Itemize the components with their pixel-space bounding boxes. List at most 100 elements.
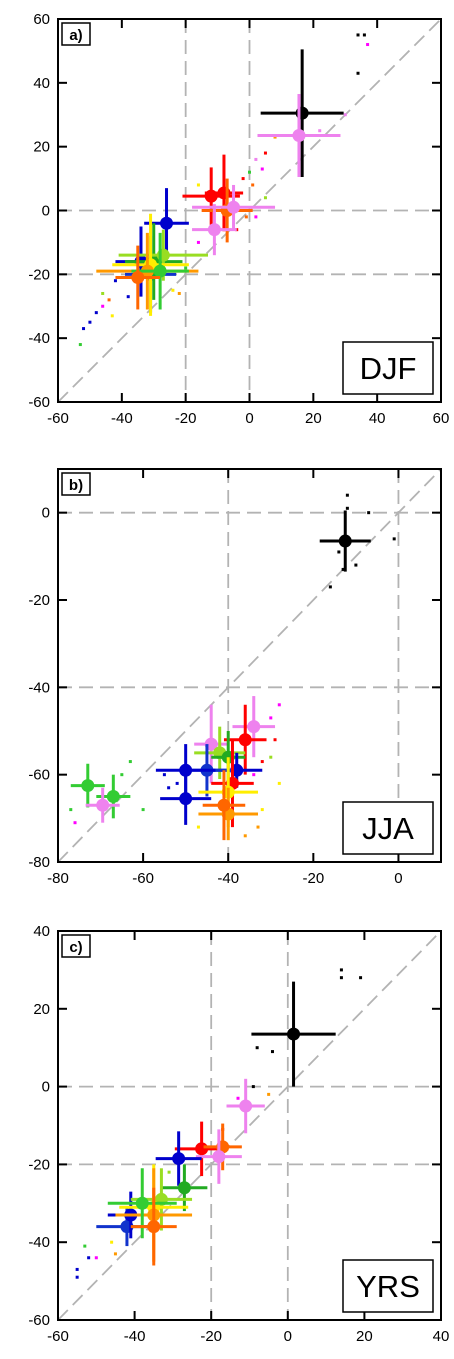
y-tick-label: -80 — [28, 854, 50, 871]
scatter-point — [167, 1170, 171, 1174]
scatter-point — [82, 327, 86, 331]
mean-marker — [217, 798, 231, 812]
scatter-point — [88, 320, 92, 324]
plot-data — [58, 469, 441, 862]
mean-marker — [153, 264, 167, 278]
mean-marker — [239, 1099, 253, 1113]
scatter-point — [128, 760, 132, 764]
scatter-point — [175, 781, 179, 785]
scatter-point — [101, 291, 105, 295]
x-tick-label: -20 — [175, 410, 197, 427]
panel-label: c) — [69, 939, 82, 956]
scatter-point — [94, 1256, 98, 1260]
mean-marker — [207, 223, 221, 237]
panel-label-box — [61, 22, 91, 46]
x-tick-label: -40 — [124, 1328, 146, 1345]
season-label: JJA — [362, 811, 414, 846]
y-tick-label: 40 — [33, 75, 50, 92]
scatter-point — [248, 170, 251, 174]
scatter-point — [260, 808, 264, 812]
panel-jja: -80 -60 -40 -20 0 -80 -60 -40 -20 0 b) JJA — [28, 468, 442, 887]
scatter-point — [101, 304, 105, 308]
mean-marker — [172, 1152, 186, 1166]
y-tick-label: 0 — [42, 203, 50, 220]
scatter-point — [167, 786, 171, 790]
scatter-point — [345, 506, 349, 510]
y-tick-label: -20 — [28, 266, 50, 283]
mean-marker — [195, 1142, 209, 1156]
mean-marker — [179, 792, 193, 806]
one-to-one-line — [58, 19, 441, 402]
scatter-point — [110, 314, 114, 318]
x-tick-label: 60 — [433, 410, 450, 427]
season-label: YRS — [356, 1269, 420, 1304]
scatter-point — [318, 129, 322, 133]
scatter-point — [354, 563, 358, 567]
mean-marker — [135, 1196, 149, 1210]
scatter-point — [263, 151, 267, 155]
panel-djf: -60 -40 -20 0 20 40 60 -60 -40 -20 0 20 40 60 a) DJF — [28, 11, 449, 427]
scatter-point — [75, 1275, 79, 1279]
x-tick-label: -60 — [47, 410, 69, 427]
mean-marker — [177, 1181, 191, 1195]
scatter-point — [162, 773, 166, 777]
panel-label-box — [61, 934, 91, 958]
scatter-point — [337, 550, 341, 554]
y-tick-label: 60 — [33, 11, 50, 28]
y-tick-label: -20 — [28, 1156, 50, 1173]
y-tick-label: 20 — [33, 139, 50, 156]
scatter-point — [255, 1046, 259, 1050]
plot-frame — [57, 930, 442, 1321]
scatter-point — [78, 343, 82, 347]
mean-marker — [179, 763, 193, 777]
x-tick-label: -40 — [217, 870, 239, 887]
scatter-point — [184, 266, 188, 270]
panel-label: b) — [69, 477, 83, 494]
scatter-point — [196, 825, 200, 829]
scatter-point — [343, 113, 347, 117]
y-tick-label: 20 — [33, 1001, 50, 1018]
mean-marker — [292, 128, 306, 142]
scatter-point — [270, 1050, 274, 1054]
y-tick-label: 40 — [33, 923, 50, 940]
x-tick-label: 0 — [394, 870, 402, 887]
mean-marker — [106, 790, 120, 803]
x-tick-label: -20 — [200, 1328, 222, 1345]
scatter-point — [367, 511, 371, 515]
mean-marker — [147, 1220, 161, 1234]
x-tick-label: 0 — [245, 410, 253, 427]
x-tick-label: -40 — [111, 410, 133, 427]
scatter-point — [113, 1252, 117, 1256]
scatter-point — [243, 834, 247, 838]
season-label: DJF — [360, 351, 417, 386]
scatter-point — [256, 825, 260, 829]
scatter-point — [141, 808, 145, 812]
scatter-point — [252, 773, 256, 777]
mean-marker — [238, 733, 252, 747]
one-to-one-line — [58, 931, 441, 1320]
scatter-point — [269, 716, 273, 720]
season-label-box — [342, 341, 434, 395]
scatter-point — [356, 71, 360, 75]
scatter-point — [356, 33, 360, 37]
y-tick-label: -40 — [28, 679, 50, 696]
scatter-point — [113, 279, 117, 283]
x-tick-label: 20 — [305, 410, 322, 427]
scatter-point — [260, 167, 264, 171]
plot-frame — [57, 468, 442, 863]
scatter-point — [366, 43, 370, 47]
x-tick-label: -60 — [132, 870, 154, 887]
x-tick-label: 20 — [356, 1328, 373, 1345]
y-tick-label: 0 — [42, 505, 50, 522]
mean-marker — [160, 216, 174, 230]
scatter-point — [251, 1085, 255, 1089]
y-tick-label: -20 — [28, 592, 50, 609]
scatter-point — [73, 821, 77, 825]
scatter-point — [94, 311, 98, 315]
scatter-point — [196, 183, 200, 187]
mean-marker — [81, 779, 95, 793]
x-tick-label: 40 — [433, 1328, 450, 1345]
y-tick-label: -40 — [28, 330, 50, 347]
mean-marker — [247, 720, 261, 734]
